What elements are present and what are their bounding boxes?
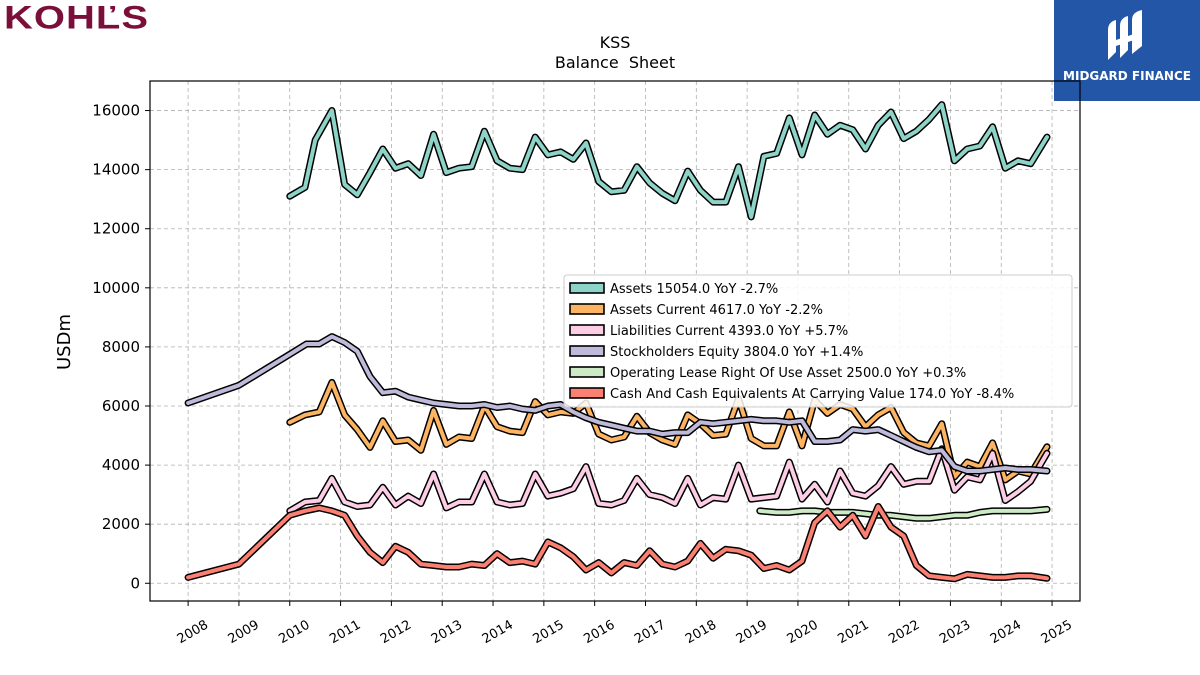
y-tick-label: 14000 [92,161,140,179]
plot-frame [149,80,1081,602]
legend-swatch [569,387,605,399]
x-tick-label: 2023 [937,618,973,648]
legend-label: Liabilities Current 4393.0 YoY +5.7% [610,324,848,339]
x-tick-label: 2011 [327,618,363,648]
legend-item: Liabilities Current 4393.0 YoY +5.7% [569,324,848,339]
legend-swatch [569,324,605,336]
legend-box [563,274,1073,408]
y-tick-label: 4000 [102,456,140,474]
kohls-logo: KOHĽS [4,0,149,37]
x-tick-label: 2009 [226,618,262,648]
series-assets-current [286,378,1051,484]
legend-label: Assets 15054.0 YoY -2.7% [610,282,778,297]
x-tick-label: 2021 [835,618,871,648]
series-line [186,504,1049,581]
midgard-finance-logo: MIDGARD FINANCE [1054,0,1200,101]
legend-swatch [569,303,605,315]
legend-label: Cash And Cash Equivalents At Carrying Va… [610,387,1014,402]
x-tick-label: 2013 [429,618,465,648]
series-cash-and-cash-equivalents-at-carrying-value [184,503,1051,583]
chart-subtitle: Balance Sheet [555,53,675,72]
y-tick-label: 16000 [92,102,140,120]
legend-label: Assets Current 4617.0 YoY -2.2% [610,303,823,318]
x-tick-label: 2017 [632,618,668,648]
series-line [757,507,1049,521]
series-assets [286,101,1051,221]
y-tick-label: 8000 [102,338,140,356]
x-tick-label: 2019 [734,618,770,648]
y-tick-label: 0 [130,574,140,592]
y-tick-label: 10000 [92,279,140,297]
series-liabilities-current [286,445,1051,515]
y-tick-label: 12000 [92,220,140,238]
series-outline [286,101,1051,221]
chart-title: KSS [600,33,631,52]
y-axis-label: USDm [54,314,75,370]
legend-item: Assets Current 4617.0 YoY -2.2% [569,303,823,318]
legend-item: Operating Lease Right Of Use Asset 2500.… [569,366,966,381]
series-line [287,380,1049,482]
x-tick-label: 2014 [480,618,516,648]
x-tick-label: 2015 [531,618,567,648]
series-stockholders-equity [184,333,1051,475]
y-tick-label: 2000 [102,515,140,533]
y-tick-label: 6000 [102,397,140,415]
x-tick-label: 2020 [785,618,821,648]
x-tick-label: 2022 [886,618,922,648]
x-tick-label: 2016 [581,618,617,648]
x-tick-label: 2010 [276,618,312,648]
legend-label: Stockholders Equity 3804.0 YoY +1.4% [610,345,863,360]
legend-swatch [569,366,605,378]
x-tick-label: 2018 [683,618,719,648]
x-tick-label: 2024 [988,618,1024,648]
legend-item: Cash And Cash Equivalents At Carrying Va… [569,387,1014,402]
series-line [287,446,1049,513]
series-line [287,102,1049,219]
series-operating-lease-right-of-use-asset [756,505,1051,522]
legend-swatch [569,345,605,357]
legend-swatch [569,282,605,294]
legend-label: Operating Lease Right Of Use Asset 2500.… [610,366,966,381]
legend-item: Assets 15054.0 YoY -2.7% [569,282,778,297]
legend-item: Stockholders Equity 3804.0 YoY +1.4% [569,345,863,360]
midgard-emblem-icon [1108,10,1142,60]
x-tick-label: 2012 [378,618,414,648]
x-tick-label: 2025 [1039,618,1075,648]
x-tick-label: 2008 [175,618,211,648]
midgard-finance-name: MIDGARD FINANCE [1063,69,1191,83]
series-line [186,334,1049,473]
